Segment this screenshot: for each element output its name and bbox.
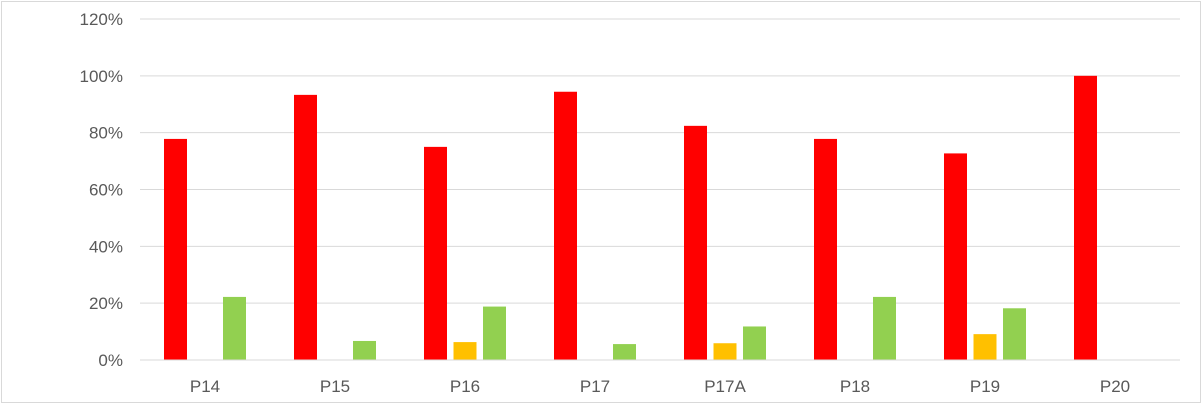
bar-p19-series-3 xyxy=(1003,308,1026,360)
bar-p20-series-1 xyxy=(1074,75,1097,360)
x-axis-category-labels: P14 P15 P16 P17 P17A P18 P19 P20 xyxy=(190,377,1130,396)
x-tick-label: P18 xyxy=(840,377,870,396)
bar-p17a-series-1 xyxy=(684,125,707,360)
x-tick-label: P16 xyxy=(450,377,480,396)
bar-p15-series-3 xyxy=(353,340,376,360)
x-tick-label: P15 xyxy=(320,377,350,396)
x-tick-label: P17A xyxy=(704,377,746,396)
bars xyxy=(164,75,1097,360)
bar-p16-series-2 xyxy=(453,342,477,360)
bar-p14-series-1 xyxy=(164,138,187,360)
x-tick-label: P17 xyxy=(580,377,610,396)
y-tick-label: 0% xyxy=(98,351,123,370)
bar-p15-series-1 xyxy=(294,94,317,360)
bar-p17-series-1 xyxy=(554,91,577,360)
x-tick-label: P20 xyxy=(1100,377,1130,396)
y-tick-label: 20% xyxy=(89,294,123,313)
x-tick-label: P19 xyxy=(970,377,1000,396)
y-axis-tick-labels: 0% 20% 40% 60% 80% 100% 120% xyxy=(80,10,123,370)
bar-p17a-series-2 xyxy=(713,343,737,360)
bar-p14-series-3 xyxy=(223,296,246,360)
y-tick-label: 60% xyxy=(89,181,123,200)
bar-p18-series-3 xyxy=(873,296,896,360)
y-tick-label: 120% xyxy=(80,10,123,29)
bar-p19-series-1 xyxy=(944,153,967,360)
y-tick-label: 80% xyxy=(89,124,123,143)
bar-p17a-series-3 xyxy=(743,326,766,360)
bar-p18-series-1 xyxy=(814,138,837,360)
y-tick-label: 40% xyxy=(89,237,123,256)
bar-p17-series-3 xyxy=(613,344,636,360)
bar-p16-series-3 xyxy=(483,306,506,360)
bar-p16-series-1 xyxy=(424,146,447,360)
y-tick-label: 100% xyxy=(80,67,123,86)
x-tick-label: P14 xyxy=(190,377,220,396)
bar-p19-series-2 xyxy=(973,334,997,360)
